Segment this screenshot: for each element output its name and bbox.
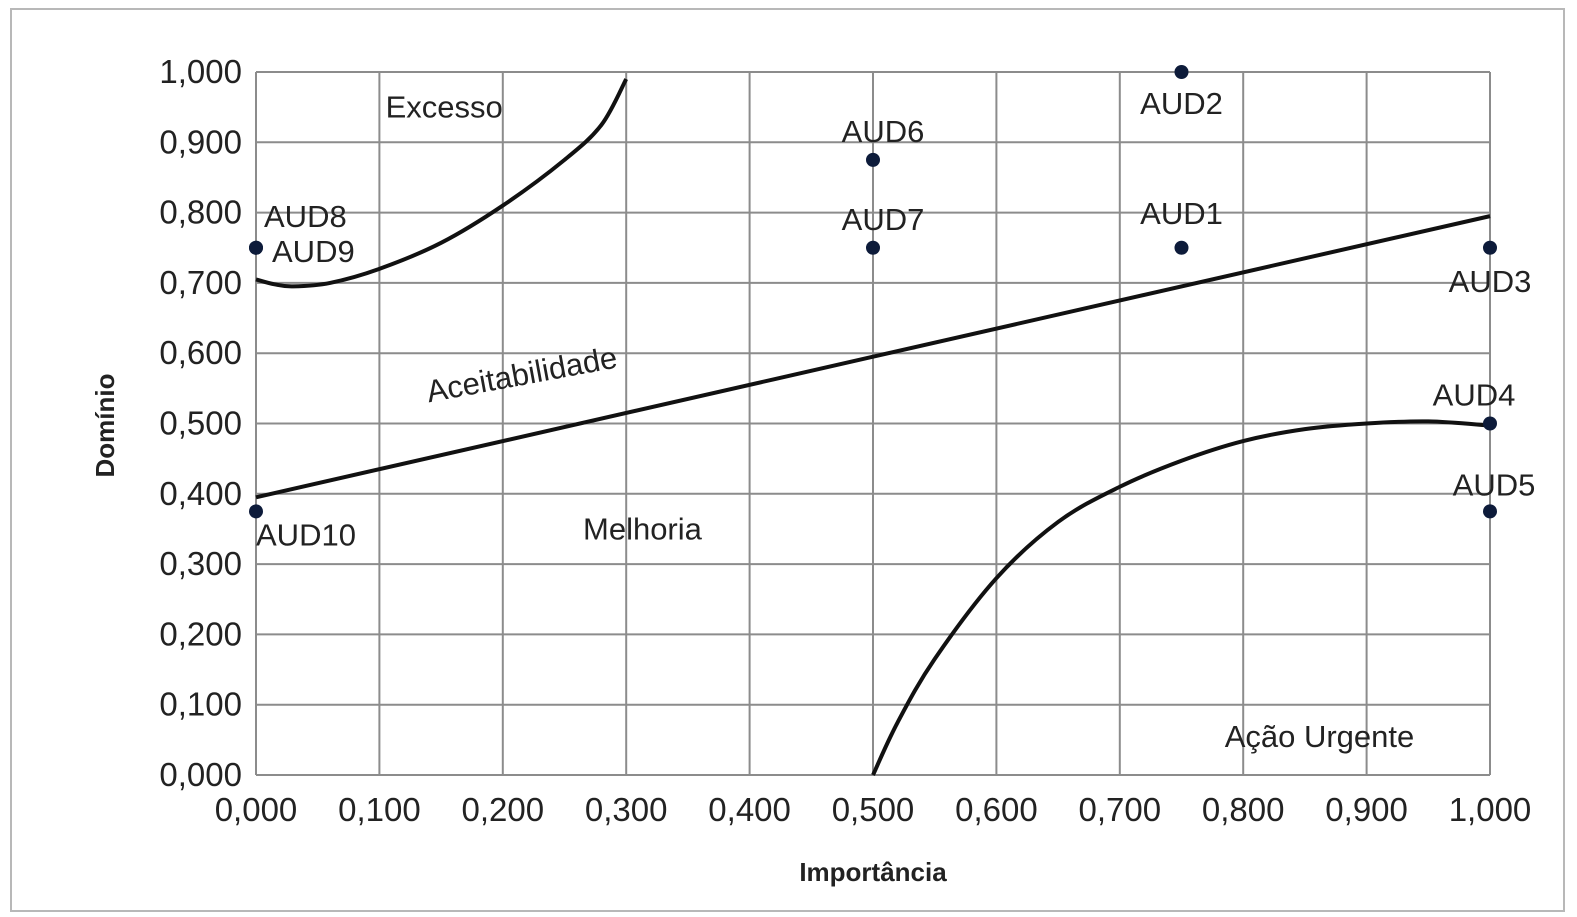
x-tick-label: 0,000 bbox=[215, 791, 298, 828]
point-label-aud5: AUD5 bbox=[1453, 467, 1536, 502]
y-tick-label: 0,700 bbox=[159, 264, 242, 301]
point-label-aud9: AUD9 bbox=[272, 234, 355, 269]
y-axis-title: Domínio bbox=[90, 374, 120, 478]
grid bbox=[255, 71, 1491, 776]
y-tick-labels: 0,000 0,100 0,200 0,300 0,400 0,500 0,600 0,700… bbox=[159, 53, 242, 793]
y-tick-label: 0,100 bbox=[159, 686, 242, 723]
data-point-aud2 bbox=[1174, 65, 1189, 79]
x-tick-labels: 0,000 0,100 0,200 0,300 0,400 0,500 0,600 0,700… bbox=[215, 791, 1532, 828]
chart-frame: 0,000 0,100 0,200 0,300 0,400 0,500 0,600 0,700… bbox=[10, 8, 1565, 912]
point-label-aud3: AUD3 bbox=[1449, 264, 1532, 299]
x-axis-title: Importância bbox=[799, 857, 947, 887]
boundary-curve-1 bbox=[255, 78, 628, 289]
region-curves bbox=[255, 78, 1491, 776]
region-labels: Excesso Aceitabilidade Melhoria Ação Urgent… bbox=[386, 90, 1415, 754]
data-point-aud4 bbox=[1483, 416, 1497, 431]
y-tick-label: 0,500 bbox=[159, 405, 242, 442]
boundary-curve-3 bbox=[871, 419, 1491, 776]
y-tick-label: 0,600 bbox=[159, 334, 242, 371]
boundary-curve-2 bbox=[255, 214, 1491, 500]
importance-domain-chart: 0,000 0,100 0,200 0,300 0,400 0,500 0,600 0,700… bbox=[90, 53, 1535, 887]
region-label: Melhoria bbox=[583, 511, 703, 546]
y-tick-label: 0,800 bbox=[159, 194, 242, 231]
x-tick-label: 0,900 bbox=[1325, 791, 1408, 828]
point-label-aud6: AUD6 bbox=[842, 114, 925, 149]
x-tick-label: 0,400 bbox=[708, 791, 791, 828]
point-label-aud4: AUD4 bbox=[1433, 378, 1516, 413]
y-tick-label: 0,400 bbox=[159, 475, 242, 512]
x-tick-label: 0,500 bbox=[832, 791, 915, 828]
x-tick-label: 0,100 bbox=[338, 791, 421, 828]
data-point-aud10 bbox=[249, 504, 263, 519]
data-point-aud5 bbox=[1483, 504, 1497, 519]
y-tick-label: 0,000 bbox=[159, 756, 242, 793]
point-label-aud1: AUD1 bbox=[1140, 196, 1223, 231]
region-label: Ação Urgente bbox=[1225, 719, 1415, 754]
y-tick-label: 0,200 bbox=[159, 615, 242, 652]
region-label: Aceitabilidade bbox=[424, 340, 620, 410]
region-label: Excesso bbox=[386, 90, 503, 125]
data-point-aud6 bbox=[866, 152, 880, 167]
data-point-aud7 bbox=[866, 240, 880, 255]
x-tick-label: 0,200 bbox=[462, 791, 545, 828]
x-tick-label: 0,300 bbox=[585, 791, 668, 828]
data-point-aud3 bbox=[1483, 240, 1497, 255]
x-tick-label: 0,800 bbox=[1202, 791, 1285, 828]
point-label-aud10: AUD10 bbox=[256, 517, 356, 552]
point-label-aud8: AUD8 bbox=[264, 199, 347, 234]
y-tick-label: 1,000 bbox=[159, 53, 242, 90]
data-point-aud1 bbox=[1174, 240, 1189, 255]
x-tick-label: 0,600 bbox=[955, 791, 1038, 828]
x-tick-label: 1,000 bbox=[1449, 791, 1532, 828]
y-tick-label: 0,300 bbox=[159, 545, 242, 582]
x-tick-label: 0,700 bbox=[1079, 791, 1162, 828]
y-tick-label: 0,900 bbox=[159, 123, 242, 160]
data-point-aud9 bbox=[249, 240, 263, 255]
point-label-aud2: AUD2 bbox=[1140, 86, 1223, 121]
point-label-aud7: AUD7 bbox=[842, 202, 925, 237]
